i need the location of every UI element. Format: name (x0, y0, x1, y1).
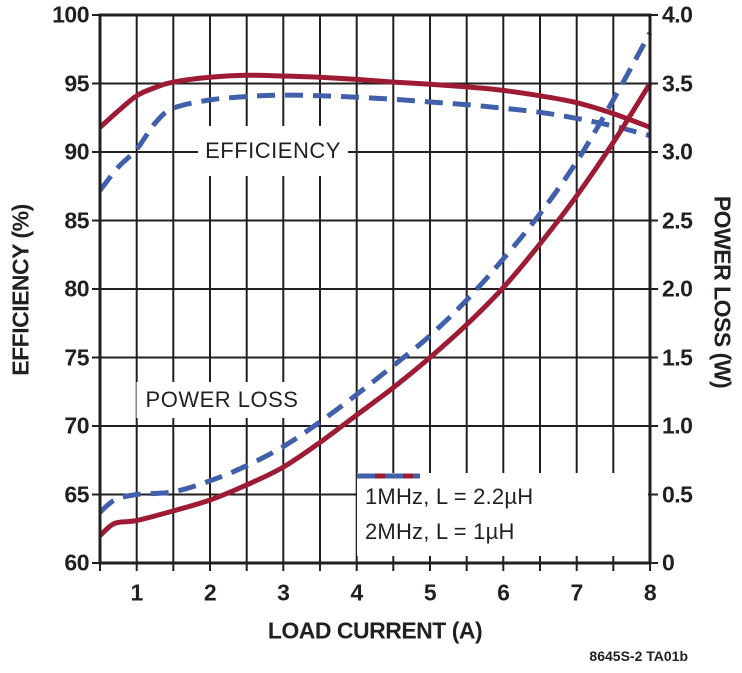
efficiency-annotation: EFFICIENCY (198, 126, 348, 176)
legend-label-2mhz: 2MHz, L = 1µH (365, 519, 515, 544)
y-right-tick-label: 2.0 (662, 275, 693, 302)
x-tick-label: 2 (203, 579, 217, 606)
y-right-tick-label: 1.0 (662, 412, 693, 439)
x-tick-label: 7 (570, 579, 584, 606)
x-tick-label: 8 (643, 579, 657, 606)
legend-label-1mhz: 1MHz, L = 2.2µH (365, 484, 534, 509)
x-tick-label: 1 (130, 579, 144, 606)
series-powerloss-2mhz-1uH (98, 31, 653, 515)
series-efficiency-1mhz-2.2uH (98, 72, 651, 130)
y-left-tick-label: 60 (64, 549, 89, 576)
x-tick-label: 5 (423, 579, 437, 606)
dashed-line-icon (357, 473, 420, 479)
figure-footnote: 8645S-2 TA01b (589, 648, 688, 664)
legend-entry-1mhz: 1MHz, L = 2.2µH (357, 473, 648, 514)
y-axis-label-right: POWER LOSS (W) (709, 195, 736, 389)
y-axis-label-left: EFFICIENCY (%) (7, 204, 34, 376)
y-left-tick-label: 95 (64, 70, 89, 96)
y-right-tick-label: 3.5 (662, 70, 693, 96)
y-right-tick-label: 4.0 (662, 1, 693, 28)
y-left-tick-label: 80 (64, 275, 89, 302)
series-powerloss-1mhz-2.2uH (98, 82, 653, 538)
y-left-tick-label: 90 (64, 138, 89, 165)
y-left-tick-label: 75 (64, 344, 89, 370)
y-right-tick-label: 1.5 (662, 344, 693, 370)
x-axis-label: LOAD CURRENT (A) (267, 617, 483, 644)
y-right-tick-label: 2.5 (662, 207, 693, 233)
y-left-tick-label: 85 (64, 207, 89, 233)
series-efficiency-2mhz-1uH (98, 92, 651, 192)
y-left-tick-label: 100 (52, 1, 89, 28)
y-right-tick-label: 0 (662, 549, 675, 576)
y-right-tick-label: 3.0 (662, 138, 693, 165)
x-tick-label: 3 (277, 579, 290, 606)
x-tick-label: 6 (497, 579, 510, 606)
legend-entry-2mhz: 2MHz, L = 1µH (357, 473, 648, 549)
y-left-tick-label: 70 (64, 412, 89, 439)
y-right-tick-label: 0.5 (662, 481, 693, 507)
x-tick-label: 4 (350, 579, 364, 606)
legend: 1MHz, L = 2.2µH 2MHz, L = 1µH (357, 473, 648, 556)
power-loss-annotation: POWER LOSS (136, 382, 308, 418)
axis-ticks (92, 14, 658, 571)
plot-frame (98, 13, 652, 565)
y-left-tick-label: 65 (64, 481, 89, 507)
